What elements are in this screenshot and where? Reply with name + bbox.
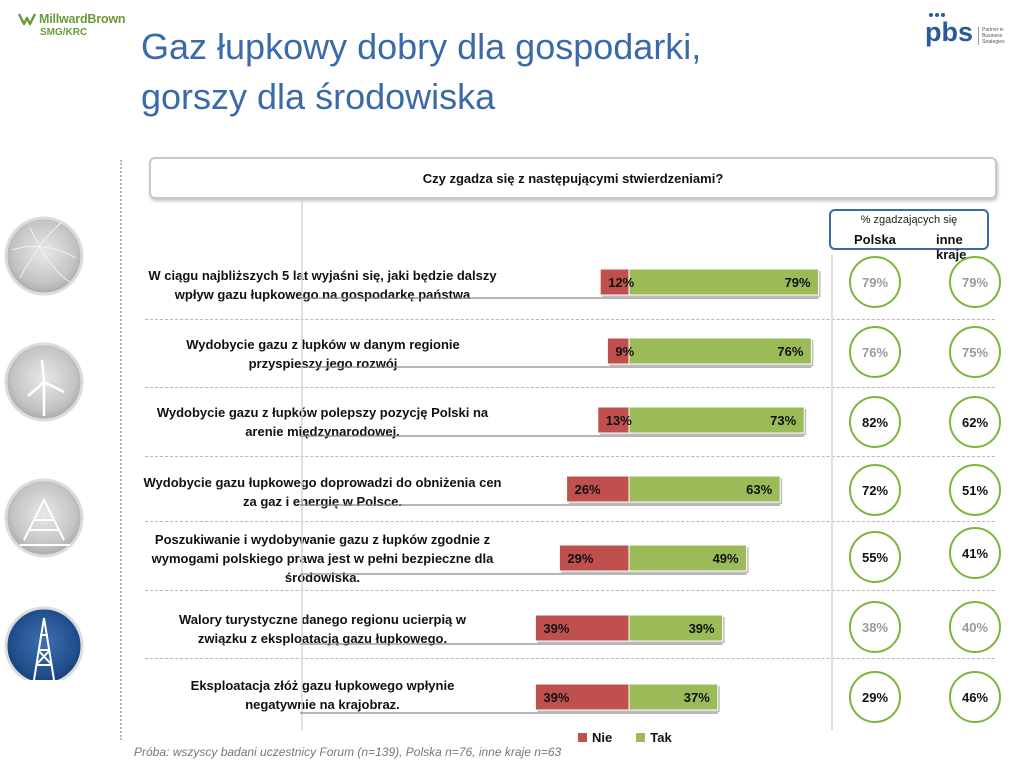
circle-inne-kraje-5: 41% [949, 527, 1001, 579]
circle-inne-kraje-2: 75% [949, 326, 1001, 378]
bar-label-tak-4: 63% [746, 482, 772, 497]
logo-right-text: pbs [925, 17, 974, 47]
bar-tak-2 [628, 337, 812, 365]
bar-label-tak-7: 37% [684, 690, 710, 705]
legend-item-nie: Nie [578, 730, 612, 745]
bar-tak-6 [628, 614, 724, 642]
row-label-3: Wydobycie gazu z łupków polepszy pozycję… [156, 405, 489, 439]
row-separator [145, 590, 995, 591]
left-dotted-divider [120, 160, 122, 740]
left-decorative-circles [4, 216, 84, 680]
row-separator [145, 387, 995, 388]
legend-swatch-tak [636, 733, 646, 742]
circle-polska-7: 29% [849, 671, 901, 723]
bar-tak-4 [628, 475, 781, 503]
bar-label-tak-6: 39% [689, 621, 715, 636]
row-label-2: Wydobycie gazu z łupków w danym regionie… [186, 337, 460, 371]
power-line-icon [4, 478, 84, 558]
circle-polska-1: 79% [849, 256, 901, 308]
circle-polska-3: 82% [849, 396, 901, 448]
bar-nie-7 [534, 683, 630, 711]
logo-right-tagline: Partner in Business Strategies [978, 27, 1012, 45]
pbs-logo: pbs Partner in Business Strategies [925, 13, 1012, 47]
page-title: Gaz łupkowy dobry dla gospodarki, gorszy… [141, 22, 861, 122]
question-box: Czy zgadza się z następującymi stwierdze… [149, 157, 997, 199]
bar-label-nie-2: 9% [615, 344, 634, 359]
circle-polska-5: 55% [849, 531, 901, 583]
legend-col-inne-kraje: inne kraje [936, 232, 967, 262]
logo-left-line2: SMG/KRC [40, 27, 88, 38]
bar-nie-4 [566, 475, 630, 503]
bar-tak-3 [628, 406, 805, 434]
bar-label-nie-1: 12% [608, 275, 634, 290]
bar-label-nie-7: 39% [543, 690, 569, 705]
circle-polska-4: 72% [849, 464, 901, 516]
bar-label-nie-4: 26% [575, 482, 601, 497]
circle-inne-kraje-7: 46% [949, 671, 1001, 723]
circle-polska-6: 38% [849, 601, 901, 653]
wind-turbine-icon [4, 342, 84, 422]
bar-nie-3 [597, 406, 630, 434]
row-separator [145, 456, 995, 457]
row-separator [145, 521, 995, 522]
bar-label-tak-1: 79% [785, 275, 811, 290]
bar-label-tak-5: 49% [713, 551, 739, 566]
legend-label-tak: Tak [650, 730, 672, 745]
title-line2: gorszy dla środowiska [141, 76, 496, 117]
legend-box-header: % zgadzających się [860, 214, 958, 226]
legend-col-polska: Polska [854, 232, 896, 247]
bar-label-tak-2: 76% [777, 344, 803, 359]
millwardbrown-symbol-icon [18, 13, 36, 26]
title-line1: Gaz łupkowy dobry dla gospodarki, [141, 26, 702, 67]
bar-label-nie-6: 39% [543, 621, 569, 636]
circle-inne-kraje-4: 51% [949, 464, 1001, 516]
row-label-7: Eksploatacja złóż gazu łupkowego wpłynie… [190, 678, 455, 712]
legend-label-nie: Nie [592, 730, 613, 745]
legend-swatch-nie [578, 733, 587, 742]
pbs-dots-icon [929, 13, 945, 17]
circle-inne-kraje-6: 40% [949, 601, 1001, 653]
row-separator [145, 319, 995, 320]
row-label-6: Walory turystyczne danego regionu ucierp… [178, 612, 467, 646]
bar-label-tak-3: 73% [770, 413, 796, 428]
bar-tak-5 [628, 544, 748, 572]
chart-legend: Nie Tak [578, 730, 672, 745]
logo-left-line1: MillwardBrown [39, 12, 126, 26]
bar-nie-6 [534, 614, 630, 642]
legend-item-tak: Tak [636, 730, 672, 745]
globe-icon [4, 216, 84, 296]
bar-tak-7 [628, 683, 719, 711]
drilling-rig-icon [4, 606, 84, 680]
circle-inne-kraje-3: 62% [949, 396, 1001, 448]
sample-note: Próba: wszyscy badani uczestnicy Forum (… [134, 745, 562, 759]
circle-polska-2: 76% [849, 326, 901, 378]
millwardbrown-logo: MillwardBrown SMG/KRC [18, 12, 125, 38]
bar-label-nie-5: 29% [567, 551, 593, 566]
row-separator [145, 658, 995, 659]
bar-label-nie-3: 13% [606, 413, 632, 428]
circle-inne-kraje-1: 79% [949, 256, 1001, 308]
bar-nie-1 [599, 268, 630, 296]
bar-tak-1 [628, 268, 820, 296]
agreement-legend-box: % zgadzających się Polska inne kraje [829, 209, 989, 262]
